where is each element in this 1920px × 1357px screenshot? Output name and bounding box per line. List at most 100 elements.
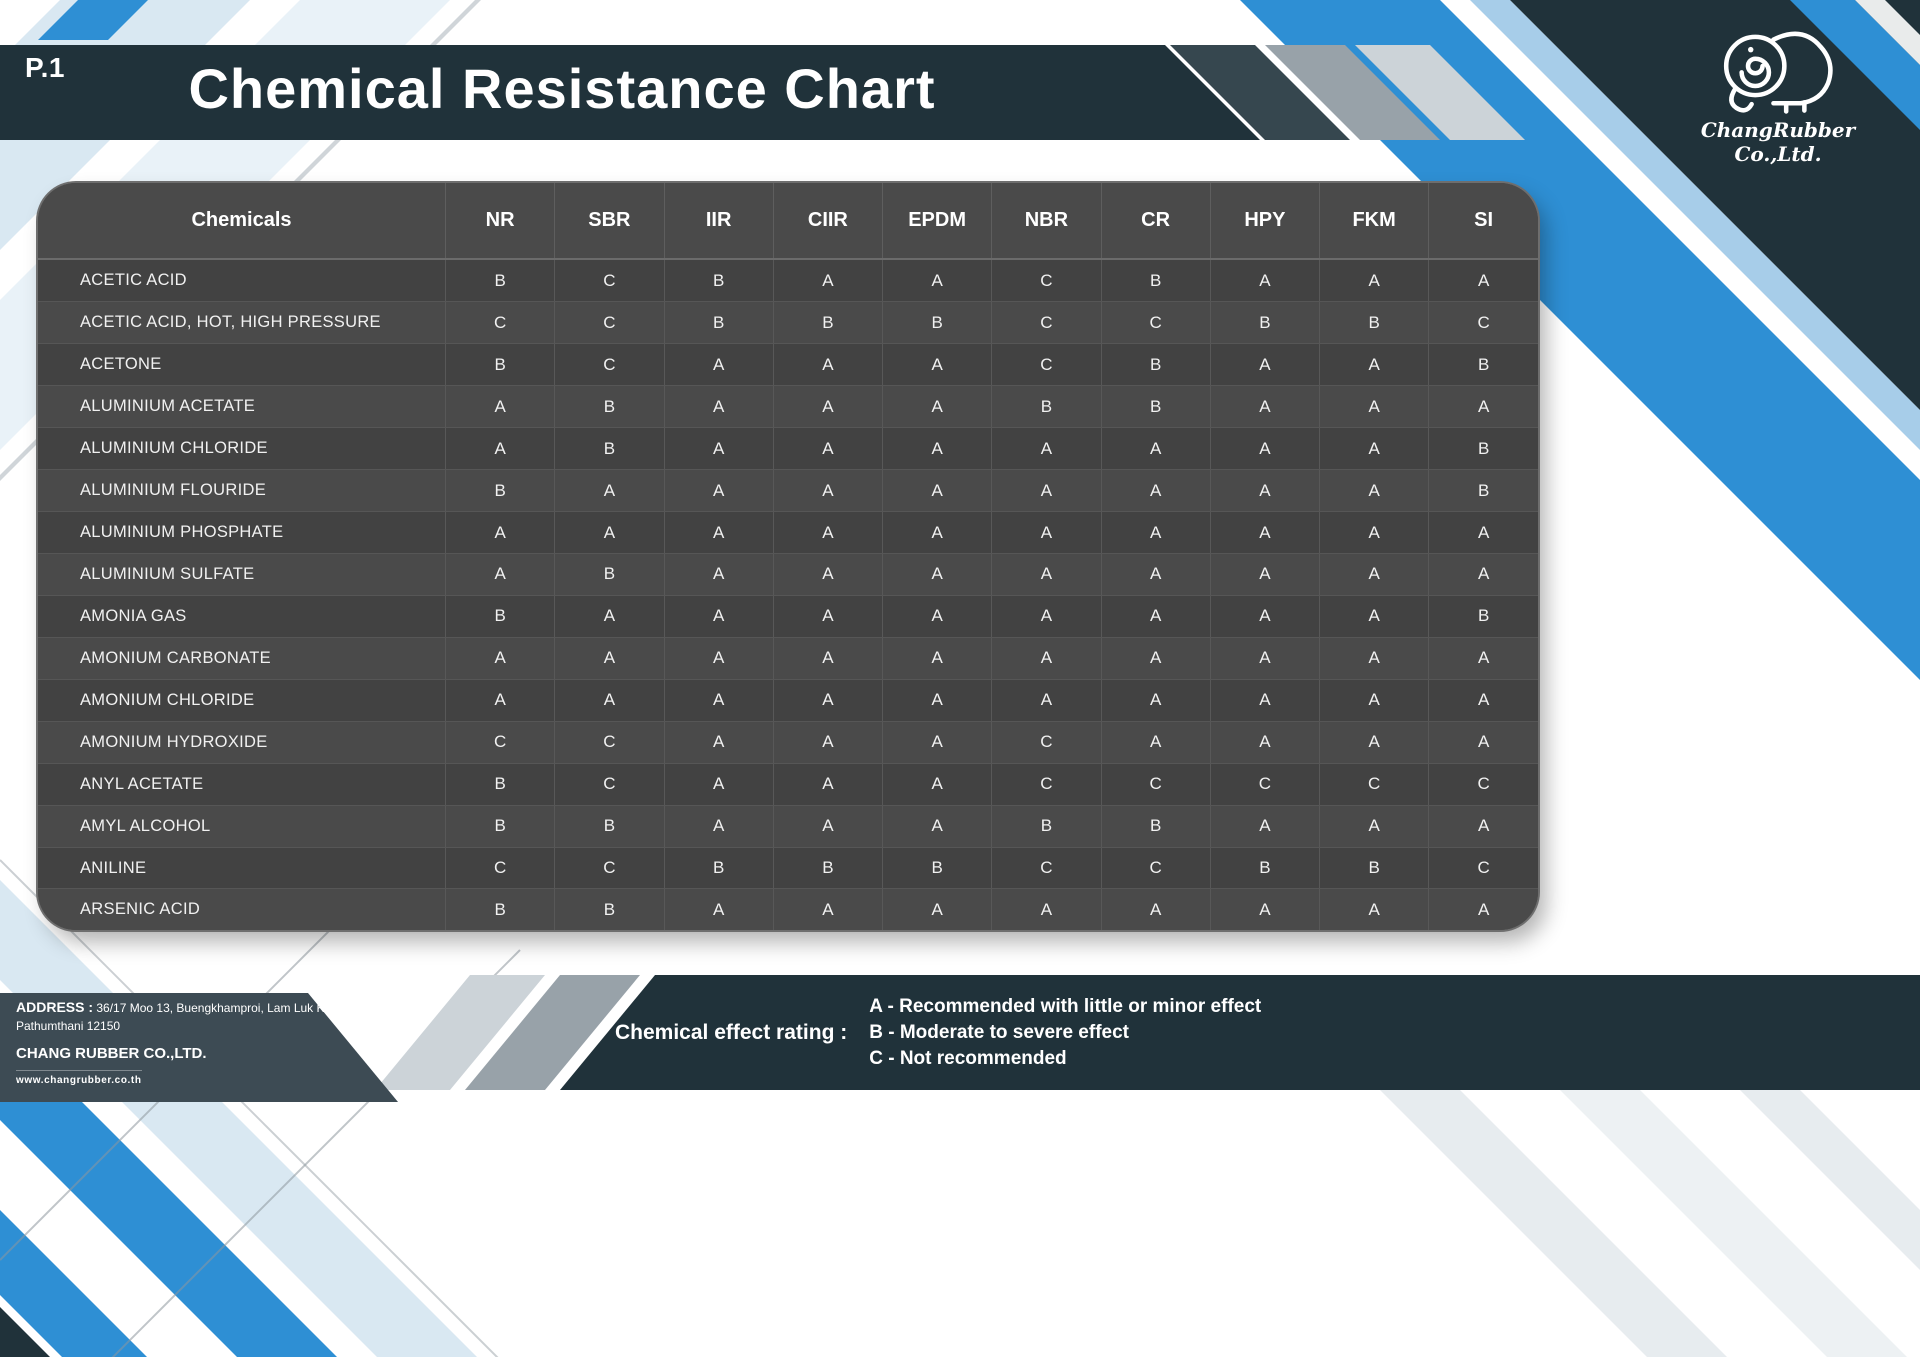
column-header-fkm: FKM — [1319, 183, 1430, 260]
rating-cell: A — [1101, 888, 1211, 930]
rating-cell: A — [882, 679, 993, 722]
rating-cell: A — [991, 511, 1102, 554]
rating-cell: A — [1319, 721, 1430, 764]
rating-cell: A — [1210, 511, 1321, 554]
rating-cell: A — [773, 511, 884, 554]
column-header-nr: NR — [445, 183, 556, 260]
legend-item: B - Moderate to severe effect — [869, 1021, 1129, 1043]
table-row: ANYL ACETATE B C A A A C C C C C — [38, 763, 1538, 806]
rating-cell: A — [882, 805, 993, 848]
rating-cell: A — [882, 763, 993, 806]
rating-cell: A — [1428, 553, 1538, 596]
column-header-ciir: CIIR — [773, 183, 884, 260]
rating-cell: A — [1210, 553, 1321, 596]
rating-cell: A — [882, 427, 993, 471]
rating-cell: A — [1210, 721, 1321, 764]
chemical-name-cell: ALUMINIUM ACETATE — [38, 385, 446, 429]
rating-cell: C — [1428, 301, 1538, 345]
address-block: ADDRESS : 36/17 Moo 13, Buengkhamproi, L… — [0, 999, 340, 1088]
rating-cell: A — [773, 553, 884, 596]
rating-cell: C — [991, 721, 1102, 764]
rating-cell: A — [882, 511, 993, 554]
rating-cell: A — [445, 679, 556, 722]
rating-cell: A — [882, 259, 993, 303]
table-row: AMONIA GAS B A A A A A A A A B — [38, 595, 1538, 638]
rating-cell: A — [773, 385, 884, 429]
rating-cell: A — [664, 385, 774, 429]
rating-cell: A — [664, 469, 774, 513]
chemical-name-cell: ACETIC ACID — [38, 259, 446, 303]
rating-cell: B — [554, 427, 665, 471]
rating-cell: B — [1210, 847, 1321, 890]
chemical-name-cell: AMONIUM CARBONATE — [38, 637, 446, 680]
rating-cell: A — [1428, 721, 1538, 764]
chemical-name-cell: ACETONE — [38, 343, 446, 387]
rating-cell: C — [1101, 301, 1211, 345]
rating-cell: A — [991, 888, 1102, 930]
rating-cell: B — [664, 301, 774, 345]
table-header-row: Chemicals NR SBR IIR CIIR EPDM NBR CR HPY FKM SI — [38, 183, 1538, 260]
chemical-name-cell: AMONIUM CHLORIDE — [38, 679, 446, 722]
rating-cell: A — [664, 343, 774, 387]
rating-cell: B — [1319, 301, 1430, 345]
rating-cell: C — [554, 721, 665, 764]
rating-cell: A — [1319, 343, 1430, 387]
rating-cell: A — [1428, 805, 1538, 848]
table-row: ACETONE B C A A A C B A A B — [38, 343, 1538, 387]
top-right-stripes — [1240, 0, 1920, 680]
address-street: 36/17 Moo 13, Buengkhamproi, Lam Luk Ka — [96, 1001, 332, 1015]
header-bar-shape — [0, 45, 1525, 140]
page-title: Chemical Resistance Chart — [188, 57, 936, 120]
rating-cell: B — [1101, 343, 1211, 387]
legend-item: C - Not recommended — [869, 1047, 1067, 1069]
table-row: ALUMINIUM FLOURIDE B A A A A A A A A B — [38, 469, 1538, 513]
rating-cell: C — [554, 763, 665, 806]
rating-cell: A — [554, 595, 665, 638]
rating-cell: A — [991, 637, 1102, 680]
rating-cell: A — [1210, 679, 1321, 722]
rating-cell: A — [1319, 553, 1430, 596]
table-row: ANILINE C C B B B C C B B C — [38, 847, 1538, 890]
company-logo: ChangRubber Co.,Ltd. — [1662, 16, 1894, 166]
rating-cell: C — [445, 721, 556, 764]
rating-cell: A — [882, 888, 993, 930]
rating-cell: A — [882, 637, 993, 680]
rating-cell: B — [882, 301, 993, 345]
rating-cell: A — [1428, 511, 1538, 554]
rating-cell: A — [1210, 385, 1321, 429]
rating-cell: A — [773, 679, 884, 722]
rating-cell: C — [1210, 763, 1321, 806]
rating-cell: A — [882, 721, 993, 764]
rating-cell: B — [664, 259, 774, 303]
rating-cell: A — [1428, 259, 1538, 303]
chemical-name-cell: AMONIA GAS — [38, 595, 446, 638]
bottom-right-stripes — [1380, 1090, 1920, 1357]
chemical-name-cell: ANILINE — [38, 847, 446, 890]
rating-cell: A — [773, 888, 884, 930]
chemical-name-cell: ALUMINIUM SULFATE — [38, 553, 446, 596]
table-row: ALUMINIUM CHLORIDE A B A A A A A A A B — [38, 427, 1538, 471]
rating-cell: A — [1428, 888, 1538, 930]
rating-cell: A — [554, 679, 665, 722]
rating-cell: A — [1210, 469, 1321, 513]
rating-cell: C — [445, 847, 556, 890]
rating-cell: A — [1210, 805, 1321, 848]
rating-cell: A — [773, 343, 884, 387]
rating-cell: B — [882, 847, 993, 890]
table-row: ARSENIC ACID B B A A A A A A A A — [38, 888, 1538, 930]
rating-cell: A — [664, 637, 774, 680]
address-label: ADDRESS : — [16, 999, 94, 1015]
column-header-cr: CR — [1101, 183, 1211, 260]
rating-cell: B — [773, 301, 884, 345]
rating-cell: B — [1101, 385, 1211, 429]
rating-cell: A — [1210, 595, 1321, 638]
rating-cell: C — [1319, 763, 1430, 806]
rating-cell: B — [445, 805, 556, 848]
legend-label: Chemical effect rating : — [615, 1020, 848, 1044]
rating-cell: B — [445, 888, 556, 930]
chemical-name-cell: AMYL ALCOHOL — [38, 805, 446, 848]
rating-cell: B — [1428, 343, 1538, 387]
rating-cell: A — [1210, 343, 1321, 387]
chemical-name-cell: AMONIUM HYDROXIDE — [38, 721, 446, 764]
